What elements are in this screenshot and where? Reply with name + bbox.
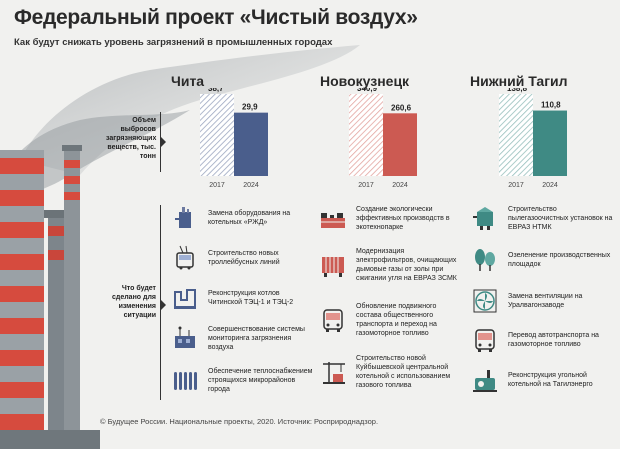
emissions-row-caret	[160, 136, 166, 148]
bar-2-2024	[533, 110, 567, 176]
measure-text: Создание экологически эффективных произв…	[356, 205, 450, 231]
measure-item: Замена оборудования на котельных «РЖД»	[170, 203, 315, 233]
bar-1-2024	[383, 113, 417, 176]
filter-icon	[318, 250, 348, 280]
bar-1-2017	[349, 94, 383, 176]
radiator-icon	[170, 365, 200, 395]
chimney-right	[62, 145, 82, 449]
fan-icon	[470, 286, 500, 316]
measure-text: Реконструкция угольной котельной на Таги…	[508, 372, 593, 388]
measure-item: Реконструкция котлов Читинской ТЭЦ-1 и Т…	[170, 283, 315, 313]
measure-item: Создание экологически эффективных произв…	[318, 203, 463, 233]
measure-item: Строительство новых троллейбусных линий	[170, 243, 315, 273]
bar-year-label: 2024	[243, 182, 259, 189]
measure-text: Перевод автотранспорта на газомоторное т…	[508, 332, 599, 348]
measure-item: Строительство новой Куйбышевской централ…	[318, 354, 463, 390]
monitoring-station-icon	[170, 323, 200, 353]
bar-0-2024	[234, 112, 268, 176]
trees-icon	[470, 245, 500, 275]
smoke-cloud-2	[0, 110, 190, 200]
bus-icon	[318, 305, 348, 335]
bar-year-label: 2017	[508, 182, 524, 189]
emissions-row-label: Объем выбросов загрязняющих веществ, тыс…	[106, 117, 157, 160]
measure-text: Озеленение производственных площадок	[508, 252, 611, 268]
measure-item: Модернизация электрофильтров, очищающих …	[318, 247, 463, 283]
bar-year-label: 2017	[209, 182, 225, 189]
measure-text: Обеспечение теплоснабжением строящихся м…	[208, 367, 313, 393]
bar-value-label: 38,7	[208, 88, 224, 93]
measure-text: Строительство новой Куйбышевской централ…	[356, 355, 451, 389]
city-title-nizhny-tagil: Нижний Тагил	[470, 73, 568, 89]
crane-icon	[318, 357, 348, 387]
chimney-left	[0, 150, 44, 449]
page-subtitle: Как будут снижать уровень загрязнений в …	[14, 37, 333, 48]
measures-row-caret	[160, 299, 166, 311]
measure-item: Озеленение производственных площадок	[470, 245, 615, 275]
measure-text: Совершенствование системы мониторинга за…	[208, 325, 305, 351]
city-title-chita: Чита	[171, 73, 205, 89]
gas-cleaner-icon	[470, 203, 500, 233]
measure-text: Строительство пылегазоочистных установок…	[508, 205, 613, 231]
measure-item: Совершенствование системы мониторинга за…	[170, 323, 315, 353]
bar-0-2017	[200, 94, 234, 176]
emissions-bar-charts: 38,7 2017 29,9 2024 340,9 2017 260,6 2024 138,8 2…	[200, 88, 567, 189]
measure-item: Обеспечение теплоснабжением строящихся м…	[170, 365, 315, 395]
measure-text: Строительство новых троллейбусных линий	[208, 250, 280, 266]
bar-year-label: 2024	[542, 182, 558, 189]
bar-2-2017	[499, 94, 533, 176]
page-title: Федеральный проект «Чистый воздух»	[14, 6, 418, 29]
bar-value-label: 138,8	[507, 88, 528, 93]
bus-icon	[470, 325, 500, 355]
boiler-icon	[170, 203, 200, 233]
measure-item: Строительство пылегазоочистных установок…	[470, 203, 615, 233]
city-title-novokuznetsk: Новокузнецк	[320, 73, 410, 89]
measure-text: Замена оборудования на котельных «РЖД»	[208, 210, 291, 226]
trolleybus-icon	[170, 243, 200, 273]
measure-text: Реконструкция котлов Читинской ТЭЦ-1 и Т…	[208, 290, 294, 306]
boiler-pipes-icon	[170, 283, 200, 313]
bar-year-label: 2024	[392, 182, 408, 189]
eco-park-icon	[318, 203, 348, 233]
measure-text: Обновление подвижного состава общественн…	[356, 303, 437, 337]
measure-item: Реконструкция угольной котельной на Таги…	[470, 365, 615, 395]
boiler-house-icon	[470, 365, 500, 395]
bar-value-label: 340,9	[357, 88, 378, 93]
bar-value-label: 29,9	[242, 103, 258, 112]
bar-value-label: 260,6	[391, 103, 412, 112]
measures-row-label: Что будет сделано для изменения ситуации	[112, 285, 156, 319]
measure-text: Модернизация электрофильтров, очищающих …	[356, 248, 457, 282]
bar-value-label: 110,8	[541, 101, 561, 110]
smoke-cloud	[20, 45, 360, 175]
measure-item: Обновление подвижного состава общественн…	[318, 302, 463, 338]
measure-item: Замена вентиляции на Уралвагонзаводе	[470, 286, 615, 316]
measure-text: Замена вентиляции на Уралвагонзаводе	[508, 293, 583, 309]
bar-year-label: 2017	[358, 182, 374, 189]
footer-source: © Будущее России. Национальные проекты, …	[100, 417, 379, 426]
measure-item: Перевод автотранспорта на газомоторное т…	[470, 325, 615, 355]
